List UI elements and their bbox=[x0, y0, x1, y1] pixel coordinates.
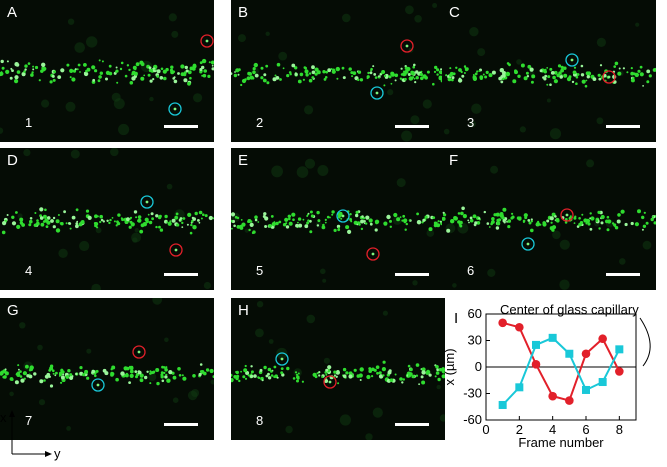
red-tracking-circle bbox=[169, 243, 183, 257]
x-axis-label: Frame number bbox=[518, 435, 604, 450]
cyan-tracking-circle bbox=[370, 86, 384, 100]
cyan-tracking-circle bbox=[336, 209, 350, 223]
data-point-square bbox=[515, 383, 524, 392]
cyan-tracking-circle bbox=[565, 53, 579, 67]
data-point-circle bbox=[598, 334, 607, 344]
annotation-text: Center of glass capillary bbox=[500, 302, 639, 317]
scale-bar bbox=[164, 273, 198, 276]
series-line bbox=[501, 336, 621, 406]
data-point-circle bbox=[581, 349, 591, 359]
cyan-tracking-circle bbox=[140, 195, 154, 209]
y-tick-label: -60 bbox=[463, 412, 482, 427]
cyan-tracking-circle bbox=[168, 102, 182, 116]
x-tick-label: 4 bbox=[549, 422, 556, 437]
particle-image bbox=[0, 13, 214, 136]
panel-letter: D bbox=[7, 152, 18, 169]
frame-number: 5 bbox=[256, 263, 264, 278]
y-tick-label: 0 bbox=[475, 359, 482, 374]
y-tick-label: 60 bbox=[468, 306, 482, 321]
axis-x-label: x bbox=[0, 410, 7, 425]
data-point-square bbox=[615, 345, 624, 354]
red-tracking-circle bbox=[323, 375, 337, 389]
scale-bar bbox=[395, 423, 429, 426]
scale-bar bbox=[395, 273, 429, 276]
red-tracking-circle bbox=[602, 70, 616, 84]
red-tracking-circle bbox=[366, 247, 380, 261]
cyan-tracking-circle bbox=[91, 378, 105, 392]
data-point-square bbox=[532, 340, 540, 349]
data-point-square bbox=[565, 349, 574, 358]
particle-image bbox=[443, 22, 656, 140]
particle-image bbox=[231, 301, 445, 440]
panel-letter: E bbox=[238, 152, 249, 169]
data-point-circle bbox=[498, 318, 507, 328]
y-tick-label: -30 bbox=[463, 386, 482, 401]
axes-indicator: x y bbox=[0, 400, 70, 462]
panel-label: I bbox=[454, 310, 458, 327]
x-tick-label: 2 bbox=[516, 422, 523, 437]
panel-letter: G bbox=[7, 302, 19, 319]
y-tick-label: 30 bbox=[468, 333, 482, 348]
data-point-square bbox=[498, 400, 507, 409]
data-point-circle bbox=[531, 360, 541, 369]
annotation-pointer bbox=[639, 317, 651, 367]
frame-number: 1 bbox=[25, 115, 33, 130]
scale-bar bbox=[164, 125, 198, 128]
panel-letter: B bbox=[238, 4, 249, 21]
scale-bar bbox=[606, 273, 640, 276]
frame-number: 4 bbox=[25, 263, 33, 278]
red-tracking-circle bbox=[560, 208, 574, 222]
cyan-tracking-circle bbox=[521, 237, 535, 251]
data-point-square bbox=[598, 378, 607, 387]
panel-letter: C bbox=[449, 4, 460, 21]
frame-number: 8 bbox=[256, 413, 264, 428]
chart-panel-i: 0 2 4 6 8 60 30 0 -30 -60 Frame number x (µm) I Cente… bbox=[442, 302, 651, 450]
red-tracking-circle bbox=[400, 39, 414, 53]
panel-letter: F bbox=[449, 152, 459, 169]
frame-number: 6 bbox=[467, 263, 475, 278]
data-point-circle bbox=[565, 396, 574, 405]
panel-letter: A bbox=[7, 4, 18, 21]
panel-letter: H bbox=[238, 302, 249, 319]
x-tick-label: 6 bbox=[582, 422, 589, 437]
data-point-circle bbox=[548, 391, 557, 401]
scale-bar bbox=[606, 125, 640, 128]
particle-image bbox=[442, 159, 656, 290]
frame-number: 7 bbox=[25, 413, 33, 428]
data-point-square bbox=[582, 385, 590, 394]
scale-bar bbox=[395, 125, 429, 128]
red-tracking-circle bbox=[200, 34, 214, 48]
cyan-tracking-circle bbox=[275, 352, 289, 366]
particle-image bbox=[231, 158, 445, 286]
x-tick-label: 8 bbox=[616, 422, 623, 437]
x-tick-label: 0 bbox=[482, 422, 489, 437]
particle-image bbox=[1, 148, 214, 290]
y-axis-label: x (µm) bbox=[442, 348, 457, 385]
data-point-square bbox=[548, 333, 557, 342]
axis-y-label: y bbox=[54, 446, 61, 461]
red-tracking-circle bbox=[132, 345, 146, 359]
particle-image bbox=[0, 298, 214, 431]
data-point-circle bbox=[615, 367, 624, 376]
particle-image bbox=[231, 3, 445, 142]
scale-bar bbox=[164, 423, 198, 426]
axes-arrows-icon bbox=[9, 410, 52, 457]
data-point-circle bbox=[515, 322, 524, 332]
frame-number: 2 bbox=[256, 115, 264, 130]
frame-number: 3 bbox=[467, 115, 475, 130]
